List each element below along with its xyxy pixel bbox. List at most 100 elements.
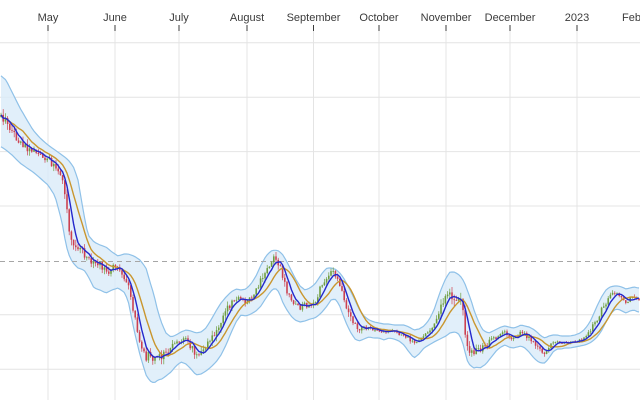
candle-body <box>625 300 627 303</box>
candle-body <box>178 341 180 343</box>
candle-body <box>442 303 444 305</box>
candle-body <box>204 348 207 350</box>
candle-body <box>264 273 266 279</box>
candle-body <box>433 323 436 329</box>
candle-body <box>218 327 220 331</box>
candle-body <box>508 335 510 338</box>
candle-body <box>121 270 123 275</box>
candle-body <box>53 164 55 167</box>
candle-body <box>530 336 532 342</box>
candle-body <box>321 285 323 287</box>
candle-body <box>158 354 161 357</box>
candle-body <box>352 316 354 324</box>
candle-body <box>409 336 411 342</box>
axis-label-feb: Feb <box>622 12 640 24</box>
candle-body <box>314 302 317 303</box>
candle-body <box>616 293 618 294</box>
candle-body <box>440 304 442 314</box>
candle-body <box>405 335 407 338</box>
candle-body <box>11 130 13 131</box>
candle-body <box>286 281 288 294</box>
candle-body <box>350 312 352 317</box>
candle-body <box>638 298 640 301</box>
candle-body <box>70 231 73 240</box>
candle-body <box>552 342 554 344</box>
candle-body <box>79 247 81 250</box>
axis-label-august: August <box>230 12 264 24</box>
candle-body <box>176 341 178 344</box>
candle-body <box>233 300 235 302</box>
candle-body <box>66 194 68 210</box>
candle-body <box>323 282 326 286</box>
candle-body <box>169 348 172 353</box>
candle-body <box>68 209 70 232</box>
candle-body <box>50 158 53 167</box>
candle-body <box>343 290 345 301</box>
candle-body <box>215 330 218 336</box>
candle-body <box>427 332 429 334</box>
candle-body <box>490 338 493 340</box>
candle-body <box>110 269 112 274</box>
candle-body <box>347 308 350 313</box>
candle-body <box>493 337 495 339</box>
candle-body <box>198 354 200 356</box>
candle-body <box>581 339 583 341</box>
candle-body <box>587 332 590 336</box>
candle-body <box>15 132 18 141</box>
candle-body <box>24 144 26 148</box>
candle-body <box>545 350 548 354</box>
candle-body <box>345 300 348 309</box>
candle-body <box>449 292 451 295</box>
candle-body <box>383 331 385 333</box>
axis-label-september: September <box>287 12 341 24</box>
candle-body <box>248 297 251 301</box>
candle-body <box>548 348 550 351</box>
candle-body <box>519 331 521 337</box>
candle-body <box>532 341 535 342</box>
axis-label-may: May <box>38 12 59 24</box>
candle-body <box>605 304 607 307</box>
candle-body <box>336 276 339 279</box>
candle-body <box>462 298 464 311</box>
candle-body <box>317 297 319 303</box>
candle-body <box>28 148 31 152</box>
candle-body <box>182 338 185 342</box>
candle-body <box>609 294 612 299</box>
candle-body <box>523 333 526 334</box>
candle-body <box>103 267 106 270</box>
candle-body <box>20 141 22 143</box>
candle-body <box>108 271 110 274</box>
candle-body <box>9 124 11 130</box>
candle-body <box>270 262 273 267</box>
candle-body <box>438 313 440 319</box>
axis-label-november: November <box>421 12 472 24</box>
candle-body <box>611 292 614 295</box>
candle-body <box>253 294 255 299</box>
candle-body <box>200 351 202 355</box>
candle-body <box>504 331 506 333</box>
candle-body <box>400 334 403 336</box>
candle-body <box>193 346 196 355</box>
candle-body <box>539 346 541 349</box>
candle-body <box>75 245 77 248</box>
candle-body <box>229 305 231 309</box>
candle-body <box>105 267 108 272</box>
candle-body <box>231 300 233 309</box>
candle-body <box>376 329 378 331</box>
bollinger-lower-edge <box>0 146 640 384</box>
candle-body <box>583 337 585 340</box>
candle-body <box>92 261 95 264</box>
candle-body <box>17 140 20 143</box>
candle-body <box>416 341 418 343</box>
candle-body <box>600 307 603 317</box>
candle-body <box>556 341 559 343</box>
candle-body <box>125 279 128 283</box>
candle-body <box>537 345 539 347</box>
candle-body <box>325 278 328 283</box>
candle-body <box>372 327 374 331</box>
candle-body <box>165 351 167 353</box>
candle-body <box>501 332 504 334</box>
candle-body <box>207 341 209 349</box>
candle-body <box>255 288 257 295</box>
